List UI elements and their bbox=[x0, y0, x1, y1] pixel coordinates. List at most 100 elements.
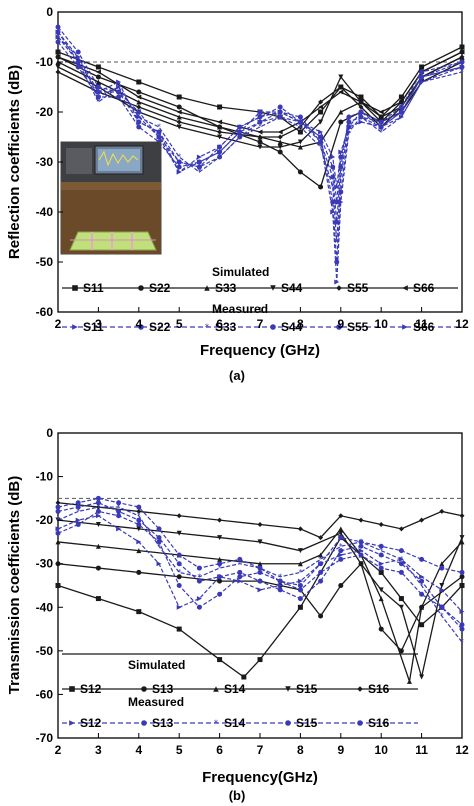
measured-data-point bbox=[378, 561, 384, 567]
measured-data-point: * bbox=[238, 559, 242, 568]
measured-data-point bbox=[378, 565, 384, 571]
simulated-data-point bbox=[297, 139, 303, 145]
measured-data-point bbox=[75, 64, 81, 70]
simulated-data-point bbox=[419, 604, 425, 610]
x-tick-label: 8 bbox=[297, 317, 304, 331]
measured-data-point: * bbox=[177, 153, 181, 162]
measured-data-point bbox=[297, 596, 303, 602]
measured-data-point bbox=[358, 552, 364, 558]
simulated-data-point bbox=[459, 535, 465, 541]
measured-data-point bbox=[176, 583, 182, 588]
legend-measured-label: S66 bbox=[413, 320, 435, 334]
y-axis-label-a: Reflection coefficients (dB) bbox=[6, 65, 23, 259]
measured-data-point bbox=[156, 535, 162, 541]
measured-data-point bbox=[358, 119, 364, 125]
legend-simulated-items-a: S11 S22 S33 S44 S55 S66 bbox=[72, 281, 435, 295]
measured-data-point bbox=[257, 565, 263, 571]
legend-measured-marker bbox=[69, 720, 75, 726]
measured-series-b: ********************* bbox=[55, 495, 465, 647]
simulated-data-point bbox=[459, 54, 465, 60]
measured-data-point bbox=[346, 124, 352, 130]
simulated-data-point bbox=[318, 99, 324, 105]
legend-measured-label: S12 bbox=[80, 716, 102, 730]
legend-simulated-items-b: S12 S13 S14 S15 S16 bbox=[69, 682, 390, 696]
measured-data-point bbox=[459, 626, 465, 632]
legend-simulated-marker bbox=[204, 285, 210, 291]
measured-data-point bbox=[136, 124, 142, 130]
measured-data-point bbox=[116, 526, 122, 532]
measured-data-point bbox=[176, 159, 182, 165]
measured-data-point bbox=[277, 578, 283, 584]
measured-data-point bbox=[55, 504, 61, 510]
simulated-data-point bbox=[338, 526, 344, 532]
simulated-data-point bbox=[419, 64, 425, 70]
measured-data-point: * bbox=[331, 183, 335, 192]
simulated-data-point bbox=[318, 613, 324, 619]
simulated-data-point bbox=[297, 144, 303, 150]
measured-data-point bbox=[156, 526, 162, 532]
measured-data-point bbox=[237, 578, 243, 584]
x-tick-label: 4 bbox=[135, 743, 142, 757]
measured-data-point bbox=[95, 495, 101, 501]
simulated-data-point bbox=[277, 144, 283, 150]
measured-data-point bbox=[55, 39, 61, 45]
measured-data-point bbox=[378, 124, 384, 130]
measured-data-point bbox=[136, 504, 142, 510]
simulated-data-point bbox=[257, 129, 263, 135]
simulated-data-point bbox=[217, 104, 223, 110]
simulated-series-line bbox=[57, 536, 463, 678]
legend-simulated-marker bbox=[336, 285, 342, 291]
measured-series-line bbox=[57, 506, 463, 643]
y-axis-label-b: Transmission coefficients (dB) bbox=[6, 476, 23, 694]
simulated-data-point bbox=[55, 539, 61, 545]
measured-data-point: * bbox=[157, 123, 161, 132]
simulated-data-point bbox=[338, 84, 344, 90]
caption-a: (a) bbox=[229, 368, 245, 383]
measured-data-point bbox=[55, 526, 61, 532]
simulated-data-point bbox=[419, 674, 425, 680]
legend-measured-label: S22 bbox=[149, 320, 171, 334]
simulated-data-point bbox=[176, 109, 182, 115]
y-tick-label: 0 bbox=[46, 5, 53, 19]
simulated-data-point bbox=[55, 49, 61, 55]
x-tick-label: 6 bbox=[216, 743, 223, 757]
measured-data-point bbox=[439, 604, 445, 610]
simulated-data-point bbox=[217, 578, 223, 584]
simulated-data-point bbox=[95, 543, 101, 549]
simulated-data-point bbox=[241, 674, 247, 680]
x-tick-label: 7 bbox=[257, 317, 264, 331]
measured-data-point bbox=[116, 513, 122, 519]
simulated-data-point bbox=[176, 119, 182, 125]
measured-data-point bbox=[217, 561, 223, 567]
measured-data-point bbox=[116, 84, 122, 90]
measured-data-point bbox=[318, 578, 324, 584]
simulated-data-point bbox=[176, 626, 182, 632]
legend-measured-title-b: Measured bbox=[128, 695, 184, 709]
measured-series-line bbox=[57, 31, 463, 203]
measured-data-point bbox=[237, 134, 243, 140]
x-tick-label: 2 bbox=[55, 743, 62, 757]
measured-data-point bbox=[217, 154, 223, 160]
legend-measured-label: S13 bbox=[152, 716, 174, 730]
measured-data-point bbox=[75, 49, 81, 55]
measured-data-point bbox=[338, 149, 344, 155]
legend-measured-items-b: S12 S13 * S14 S15 S16 bbox=[69, 716, 390, 730]
simulated-data-point bbox=[398, 526, 404, 532]
measured-data-point bbox=[217, 591, 223, 597]
panel-b: ********************* Simulated S12S13S1… bbox=[6, 426, 469, 803]
legend-simulated-marker bbox=[69, 686, 75, 692]
simulated-data-point bbox=[95, 522, 101, 527]
simulated-data-point bbox=[217, 556, 223, 562]
measured-data-point: * bbox=[400, 555, 404, 564]
simulated-data-point bbox=[217, 119, 223, 125]
measured-data-point bbox=[176, 561, 182, 567]
measured-data-point: * bbox=[97, 98, 101, 107]
simulated-data-point bbox=[297, 169, 303, 175]
measured-data-point bbox=[95, 500, 101, 506]
y-tick-label: -30 bbox=[36, 155, 54, 169]
measured-data-point bbox=[75, 522, 81, 527]
simulated-data-point bbox=[297, 548, 303, 554]
y-tick-label: -20 bbox=[36, 513, 54, 527]
simulated-data-point bbox=[55, 500, 61, 506]
